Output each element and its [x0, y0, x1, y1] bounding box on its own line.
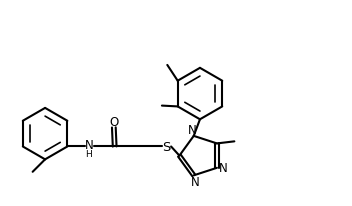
Text: N: N — [219, 162, 228, 174]
Text: H: H — [86, 149, 92, 158]
Text: S: S — [162, 140, 170, 153]
Text: N: N — [190, 175, 199, 188]
Text: N: N — [188, 124, 196, 137]
Text: N: N — [84, 139, 93, 152]
Text: O: O — [109, 115, 119, 128]
